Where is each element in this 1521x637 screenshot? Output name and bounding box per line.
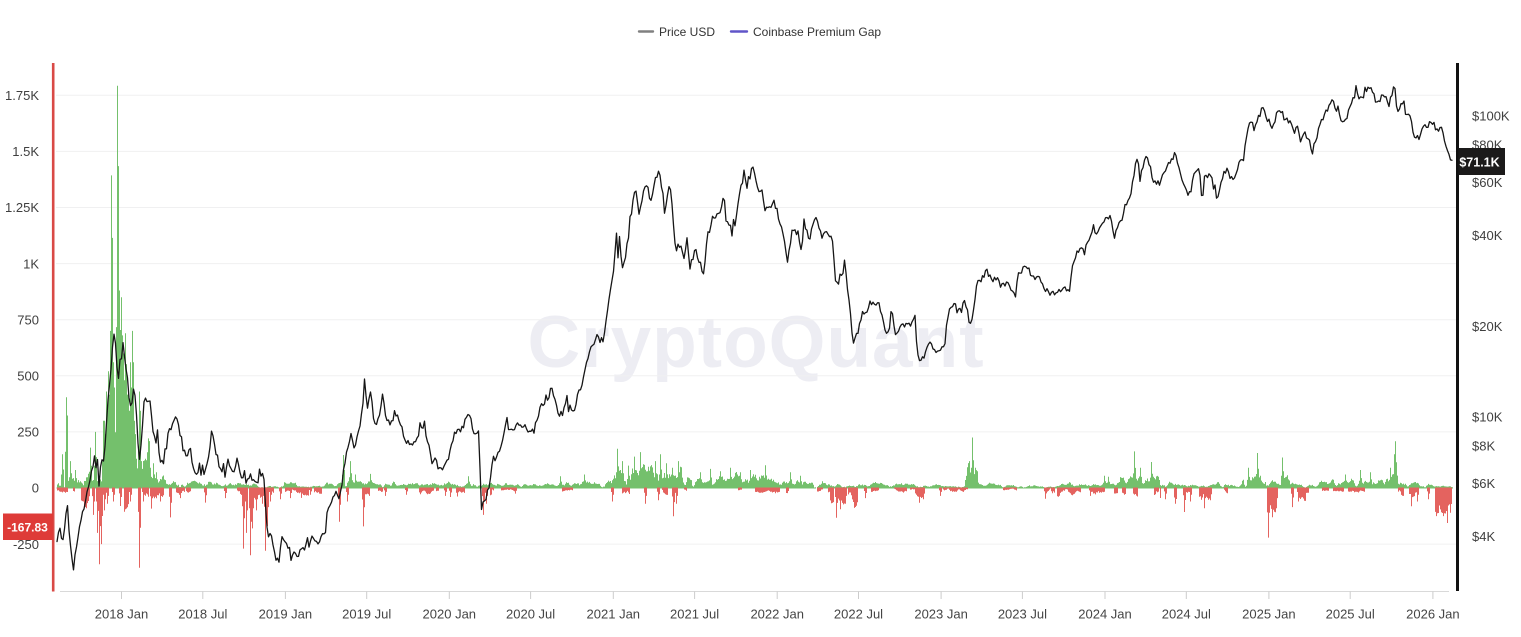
svg-text:Price USD: Price USD: [659, 25, 715, 39]
svg-text:750: 750: [17, 312, 39, 327]
svg-text:2024 Jul: 2024 Jul: [1162, 607, 1211, 622]
svg-text:2018 Jan: 2018 Jan: [95, 607, 149, 622]
svg-text:2019 Jul: 2019 Jul: [342, 607, 391, 622]
svg-text:-167.83: -167.83: [7, 521, 48, 535]
svg-text:2021 Jul: 2021 Jul: [670, 607, 719, 622]
svg-text:-250: -250: [13, 537, 39, 552]
svg-text:$4K: $4K: [1472, 529, 1495, 544]
svg-text:2019 Jan: 2019 Jan: [259, 607, 313, 622]
svg-text:CryptoQuant: CryptoQuant: [527, 302, 984, 383]
svg-text:$10K: $10K: [1472, 409, 1503, 424]
svg-text:2020 Jan: 2020 Jan: [423, 607, 477, 622]
svg-text:2025 Jul: 2025 Jul: [1326, 607, 1375, 622]
svg-text:2022 Jul: 2022 Jul: [834, 607, 883, 622]
svg-text:$8K: $8K: [1472, 439, 1495, 454]
svg-text:2023 Jan: 2023 Jan: [914, 607, 968, 622]
svg-text:2024 Jan: 2024 Jan: [1078, 607, 1132, 622]
svg-text:0: 0: [32, 481, 39, 496]
svg-text:500: 500: [17, 369, 39, 384]
svg-text:1K: 1K: [23, 256, 39, 271]
svg-text:2023 Jul: 2023 Jul: [998, 607, 1047, 622]
svg-text:$71.1K: $71.1K: [1459, 155, 1499, 169]
svg-text:$100K: $100K: [1472, 108, 1510, 123]
svg-text:Coinbase Premium Gap: Coinbase Premium Gap: [753, 25, 881, 39]
svg-text:$20K: $20K: [1472, 319, 1503, 334]
svg-text:$60K: $60K: [1472, 175, 1503, 190]
svg-text:$40K: $40K: [1472, 228, 1503, 243]
svg-text:2021 Jan: 2021 Jan: [587, 607, 641, 622]
svg-text:1.5K: 1.5K: [12, 144, 39, 159]
svg-text:2025 Jan: 2025 Jan: [1242, 607, 1296, 622]
svg-text:250: 250: [17, 425, 39, 440]
svg-text:1.25K: 1.25K: [5, 200, 39, 215]
svg-text:2018 Jul: 2018 Jul: [178, 607, 227, 622]
svg-text:2022 Jan: 2022 Jan: [750, 607, 804, 622]
svg-text:2026 Jan: 2026 Jan: [1406, 607, 1460, 622]
svg-text:1.75K: 1.75K: [5, 88, 39, 103]
svg-text:$6K: $6K: [1472, 476, 1495, 491]
svg-text:2020 Jul: 2020 Jul: [506, 607, 555, 622]
